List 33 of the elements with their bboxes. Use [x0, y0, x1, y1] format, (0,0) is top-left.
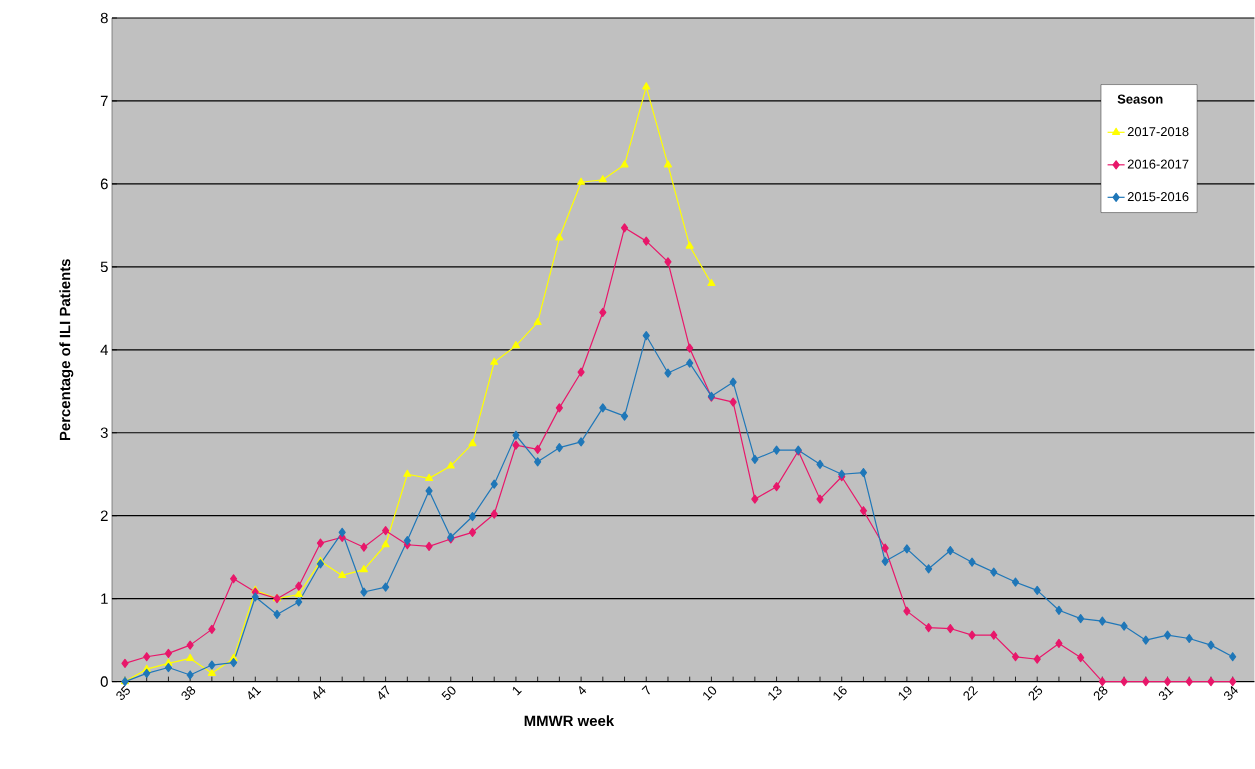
legend-label: 2016-2017 — [1127, 159, 1189, 169]
legend-label: 2015-2016 — [1127, 192, 1189, 202]
y-tick-label: 6 — [100, 178, 108, 190]
x-tick-label: 16 — [833, 686, 847, 701]
y-tick-label: 5 — [100, 261, 108, 273]
x-tick-label: 1 — [512, 686, 522, 696]
y-tick-label: 3 — [100, 427, 108, 439]
x-tick-label: 50 — [441, 686, 456, 701]
y-tick-label: 0 — [100, 676, 108, 688]
x-tick-label: 13 — [768, 686, 782, 701]
y-tick-label: 7 — [100, 96, 108, 107]
x-tick-label: 25 — [1028, 685, 1043, 702]
x-tick-label: 22 — [963, 686, 978, 702]
x-tick-label: 7 — [641, 685, 650, 695]
legend-label: 2017-2018 — [1127, 127, 1189, 137]
legend-title: Season — [1117, 94, 1163, 104]
x-tick-label: 10 — [703, 686, 717, 701]
y-tick-label: 1 — [101, 593, 108, 605]
x-tick-label: 31 — [1158, 687, 1174, 701]
x-tick-label: 41 — [248, 686, 262, 700]
y-tick-label: 4 — [100, 344, 108, 356]
x-tick-label: 35 — [116, 685, 130, 701]
x-tick-label: 19 — [898, 686, 912, 701]
x-tick-label: 47 — [378, 685, 390, 700]
y-tick-label: 8 — [100, 12, 108, 24]
x-tick-label: 28 — [1093, 686, 1108, 702]
x-axis-title: MMWR week — [524, 715, 615, 727]
y-axis-title: Percentage of ILI Patients — [59, 259, 74, 441]
y-tick-label: 2 — [100, 510, 108, 522]
x-tick-label: 38 — [181, 686, 196, 701]
x-tick-label: 4 — [579, 686, 587, 695]
x-tick-label: 44 — [313, 686, 326, 700]
x-tick-label: 34 — [1224, 686, 1238, 701]
